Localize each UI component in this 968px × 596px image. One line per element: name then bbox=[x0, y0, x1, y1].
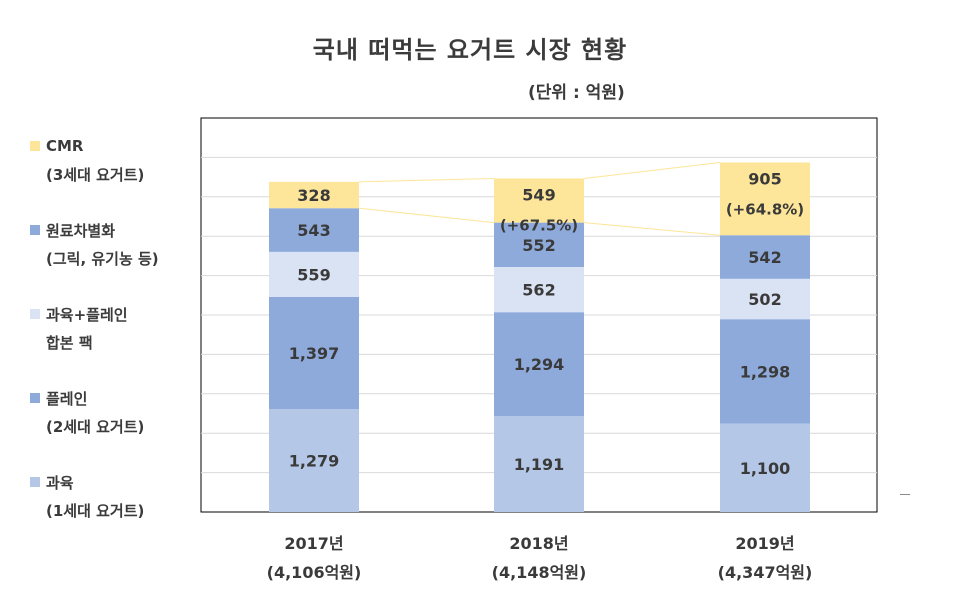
bar-segment bbox=[720, 235, 810, 279]
bar-segment bbox=[720, 423, 810, 512]
data-label: 1,100 bbox=[740, 459, 791, 478]
bar-segment bbox=[494, 266, 584, 313]
bar-segment bbox=[494, 178, 584, 223]
data-label: 552 bbox=[522, 236, 555, 255]
legend-item: 과육 (1세대 요거트) bbox=[30, 472, 210, 520]
legend-sublabel: (3세대 요거트) bbox=[46, 166, 145, 184]
x-tick-label: 2017년 bbox=[284, 534, 343, 553]
chart-title: 국내 떠먹는 요거트 시장 현황 bbox=[312, 36, 628, 64]
bar-segment bbox=[720, 319, 810, 424]
data-label: 559 bbox=[297, 265, 330, 284]
data-label: 562 bbox=[522, 281, 555, 300]
bar-segment bbox=[269, 181, 359, 209]
legend-label: CMR bbox=[46, 137, 84, 155]
series-line bbox=[358, 177, 495, 183]
legend-label: 원료차별화 bbox=[46, 221, 116, 240]
data-label: 502 bbox=[748, 290, 781, 309]
x-total-label: (4,347억원) bbox=[718, 563, 813, 582]
bar-segment bbox=[494, 416, 584, 512]
bar-segment bbox=[494, 222, 584, 267]
data-label: 543 bbox=[297, 221, 330, 240]
legend-label: 과육 bbox=[46, 473, 74, 492]
series-line bbox=[583, 222, 721, 236]
legend-label: 과육+플레인 bbox=[46, 305, 128, 324]
legend-swatch bbox=[30, 141, 40, 151]
legend-sublabel: (2세대 요거트) bbox=[46, 418, 145, 436]
legend-label: 플레인 bbox=[46, 389, 88, 408]
data-label: 905 bbox=[748, 169, 781, 188]
bar-segment bbox=[720, 278, 810, 320]
bar-segment bbox=[269, 251, 359, 297]
unit-label: (단위 : 억원) bbox=[528, 83, 625, 103]
edge-dash bbox=[900, 494, 910, 495]
growth-label: (+67.5%) bbox=[500, 216, 578, 234]
bar-segment bbox=[269, 409, 359, 512]
series-line bbox=[358, 207, 495, 224]
legend-sublabel: (1세대 요거트) bbox=[46, 502, 145, 520]
bar-segment bbox=[269, 208, 359, 252]
legend-swatch bbox=[30, 225, 40, 235]
data-label: 1,298 bbox=[740, 362, 791, 381]
legend-swatch bbox=[30, 309, 40, 319]
legend-swatch bbox=[30, 393, 40, 403]
x-total-label: (4,148억원) bbox=[492, 563, 587, 582]
data-label: 1,191 bbox=[514, 455, 565, 474]
legend-sublabel: 합본 팩 bbox=[46, 334, 93, 352]
legend-item: CMR (3세대 요거트) bbox=[30, 136, 210, 184]
series-line bbox=[583, 161, 721, 179]
data-label: 328 bbox=[297, 186, 330, 205]
data-label: 542 bbox=[748, 248, 781, 267]
legend-item: 원료차별화 (그릭, 유기농 등) bbox=[30, 220, 210, 268]
data-label: 1,397 bbox=[289, 344, 340, 363]
data-label: 1,294 bbox=[514, 355, 565, 374]
legend-swatch bbox=[30, 477, 40, 487]
data-label: 549 bbox=[522, 185, 555, 204]
data-label: 1,279 bbox=[289, 452, 340, 471]
legend-item: 플레인 (2세대 요거트) bbox=[30, 388, 210, 436]
x-tick-label: 2019년 bbox=[735, 534, 794, 553]
x-tick-label: 2018년 bbox=[509, 534, 568, 553]
x-total-label: (4,106억원) bbox=[267, 563, 362, 582]
bar-segment bbox=[494, 312, 584, 417]
bar-segment bbox=[269, 296, 359, 410]
bar-segment bbox=[720, 162, 810, 236]
growth-label: (+64.8%) bbox=[726, 200, 804, 218]
legend-sublabel: (그릭, 유기농 등) bbox=[46, 250, 159, 268]
